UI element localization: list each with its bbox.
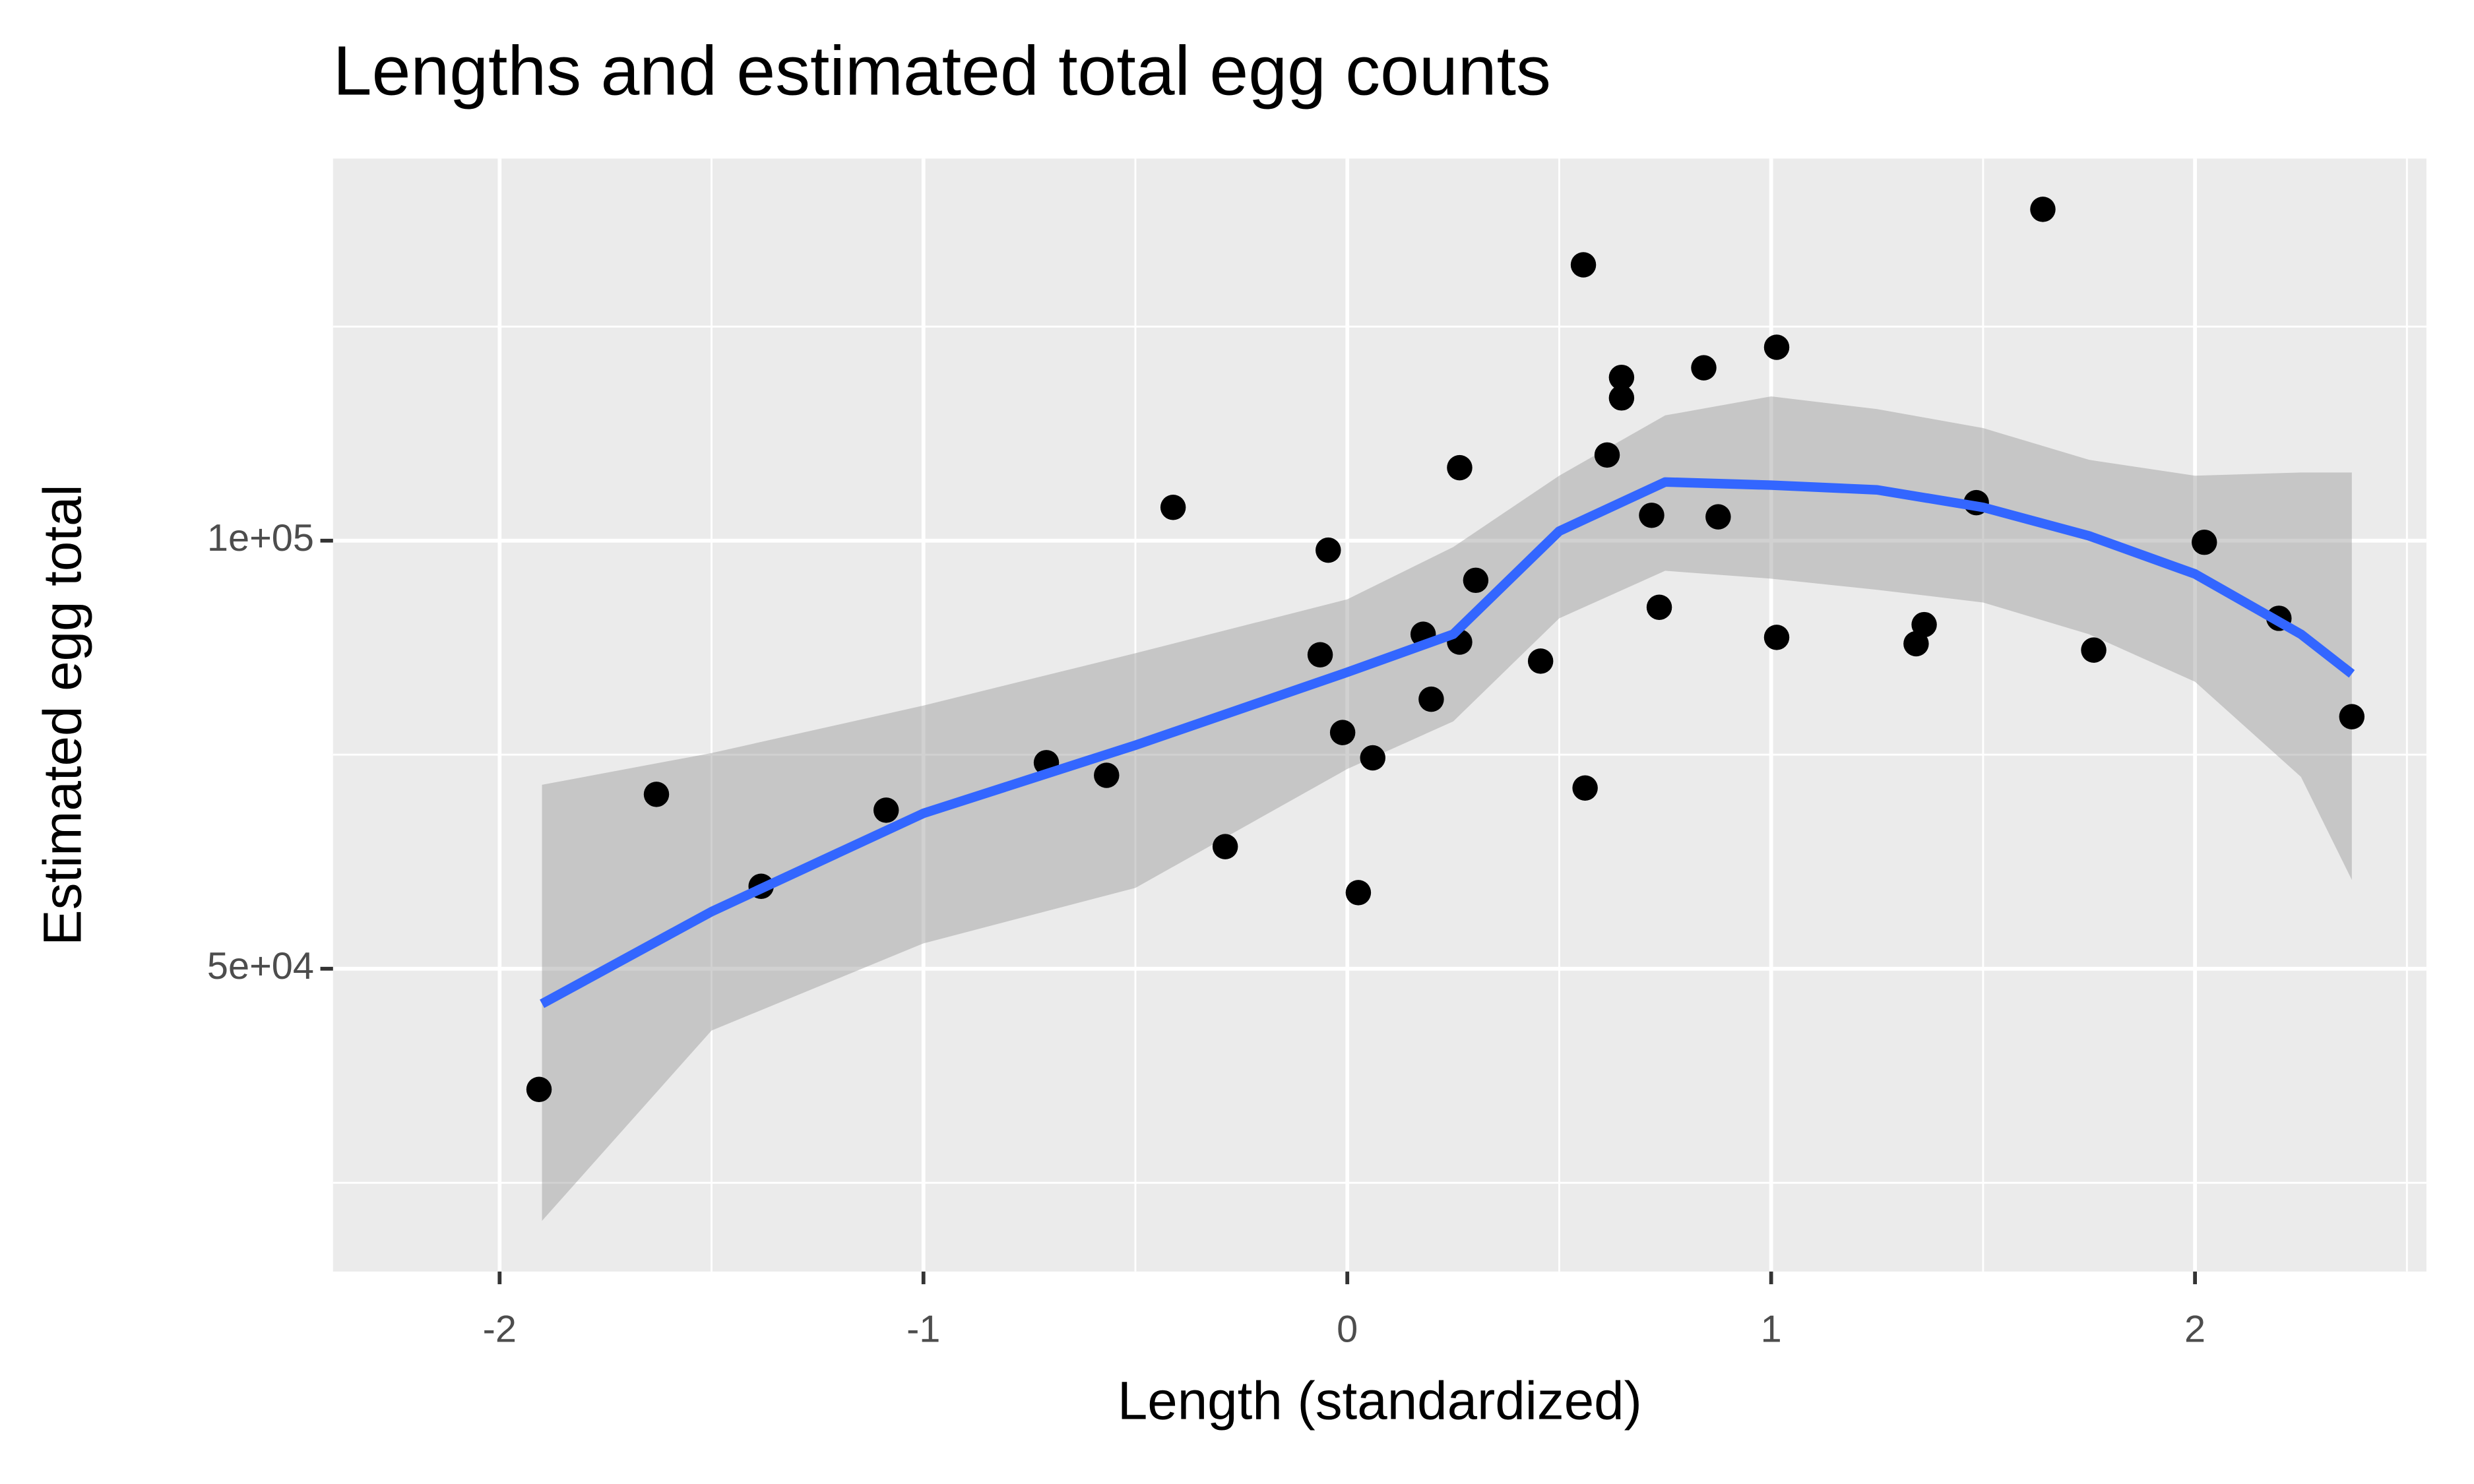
point [1527, 648, 1554, 674]
point [1646, 594, 1672, 620]
point [1463, 567, 1489, 594]
y-tick-label: 1e+05 [207, 517, 314, 559]
point [1763, 625, 1790, 650]
x-tick-label: 2 [2184, 1308, 2205, 1350]
panel [333, 158, 2426, 1272]
y-tick-label: 5e+04 [207, 945, 314, 987]
point [1160, 494, 1186, 520]
x-tick-label: 1 [1761, 1308, 1782, 1350]
point [526, 1076, 552, 1103]
point [1608, 364, 1635, 390]
smooth-line [540, 477, 2355, 1008]
point [1418, 686, 1444, 712]
point [1329, 720, 1356, 745]
point [1903, 631, 1929, 657]
point [1212, 834, 1238, 859]
marks [526, 197, 2365, 1221]
x-axis-title: Length (standardized) [1118, 1371, 1642, 1431]
point [1345, 880, 1372, 906]
point [1570, 252, 1597, 278]
point [1572, 775, 1598, 801]
point [2030, 197, 2056, 222]
x-tick-label: -1 [906, 1308, 940, 1350]
point [1691, 355, 1717, 381]
confidence-band [542, 396, 2352, 1221]
point [1594, 442, 1620, 468]
point [1763, 334, 1790, 360]
chart-title: Lengths and estimated total egg counts [333, 32, 1551, 109]
point [2339, 704, 2365, 729]
point [1608, 385, 1635, 411]
x-tick-label: -2 [483, 1308, 517, 1350]
grid [333, 158, 2426, 1272]
point [643, 782, 670, 807]
point [2081, 637, 2107, 663]
point [1447, 454, 1473, 481]
point [1094, 762, 1120, 788]
point [1911, 611, 1937, 638]
point [1705, 504, 1731, 530]
y-axis-title: Estimated egg total [33, 484, 93, 946]
point [1360, 745, 1385, 771]
point [1639, 503, 1665, 528]
point [1307, 642, 1333, 667]
point [1316, 537, 1341, 563]
axes: -2 -1 0 1 2 5e+04 1e+05 [207, 517, 2205, 1351]
x-tick-label: 0 [1337, 1308, 1358, 1350]
point [873, 797, 899, 823]
point [2192, 529, 2217, 555]
